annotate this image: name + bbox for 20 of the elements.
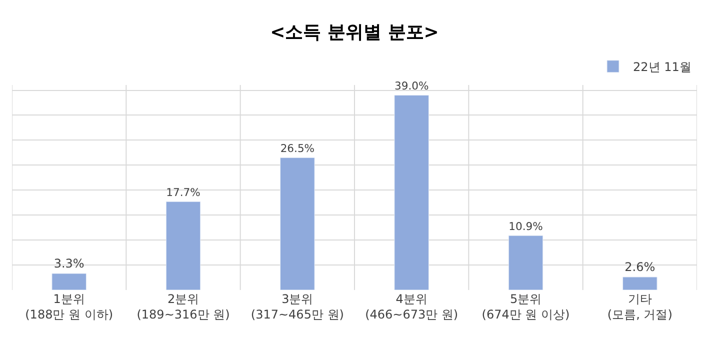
x-tick-label: 1분위 (188만 원 이하) xyxy=(25,292,114,322)
bar xyxy=(166,201,201,290)
data-label: 3.3% xyxy=(54,256,84,271)
bar xyxy=(622,276,658,290)
x-tick-label: 2분위 (189~316만 원) xyxy=(136,292,230,322)
x-tick-label: 3분위 (317~465만 원) xyxy=(250,292,344,322)
bar xyxy=(280,157,315,290)
x-tick-label: 기타 (모름, 거절) xyxy=(607,292,672,322)
chart-title: <소득 분위별 분포> xyxy=(270,22,439,43)
x-tick-label: 4분위 (466~673만 원) xyxy=(365,292,458,322)
bar xyxy=(394,95,429,290)
data-label: 17.7% xyxy=(166,186,200,199)
data-label: 10.9% xyxy=(508,220,543,233)
data-label: 26.5% xyxy=(280,142,315,155)
data-label: 2.6% xyxy=(624,260,656,274)
bar xyxy=(508,235,544,290)
x-tick-label: 5분위 (674만 원 이상) xyxy=(482,292,570,322)
legend-label: 22년 11월 xyxy=(633,60,692,74)
data-label: 39.0% xyxy=(394,80,429,93)
bar xyxy=(52,273,86,290)
